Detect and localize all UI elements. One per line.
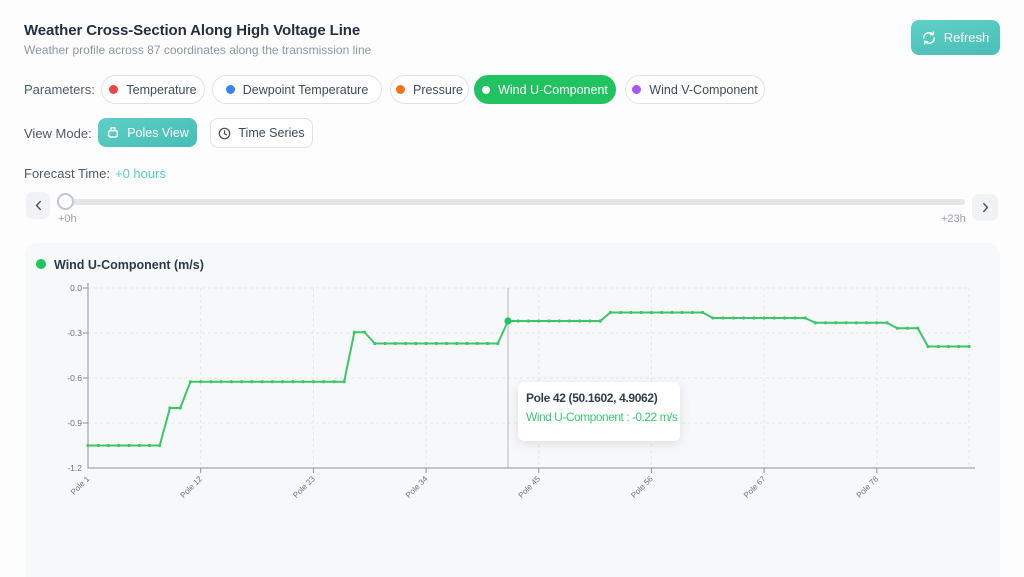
- svg-text:Pole 45: Pole 45: [517, 474, 543, 500]
- svg-text:Pole 1: Pole 1: [69, 474, 92, 497]
- svg-text:Pole 56: Pole 56: [629, 474, 655, 500]
- svg-text:-0.6: -0.6: [67, 373, 82, 383]
- svg-text:Pole 12: Pole 12: [179, 474, 205, 500]
- svg-text:-0.9: -0.9: [67, 418, 82, 428]
- svg-text:0.0: 0.0: [70, 283, 82, 293]
- svg-text:-0.3: -0.3: [67, 328, 82, 338]
- svg-text:Pole 23: Pole 23: [291, 474, 317, 500]
- svg-text:Pole 78: Pole 78: [855, 474, 881, 500]
- svg-text:-1.2: -1.2: [67, 463, 82, 473]
- svg-text:Pole 34: Pole 34: [404, 474, 430, 500]
- svg-text:Pole 67: Pole 67: [742, 474, 768, 500]
